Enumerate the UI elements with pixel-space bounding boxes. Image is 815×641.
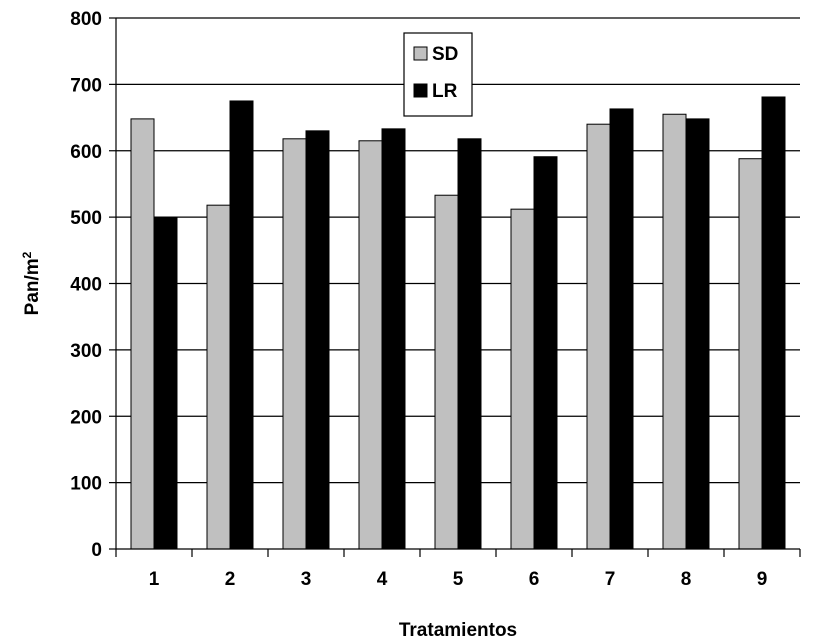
y-tick-label-700: 700 <box>70 75 102 96</box>
legend-swatch-sd <box>413 46 428 61</box>
bar-sd-9 <box>738 158 763 550</box>
y-tick-label-0: 0 <box>91 540 102 561</box>
x-tick-label-8: 8 <box>681 569 692 590</box>
y-tick-label-500: 500 <box>70 208 102 229</box>
bar-lr-4 <box>381 128 406 550</box>
bar-lr-6 <box>533 156 558 550</box>
x-tick-label-1: 1 <box>149 569 160 590</box>
bar-lr-1 <box>153 216 178 550</box>
x-tick-label-3: 3 <box>301 569 312 590</box>
x-axis-title: Tratamientos <box>399 620 517 641</box>
y-axis-title-superscript: 2 <box>20 251 34 258</box>
legend-swatch-lr <box>413 83 428 98</box>
legend-label-lr: LR <box>432 81 458 102</box>
y-axis-title: Pan/m2 <box>20 251 43 315</box>
bar-lr-9 <box>761 96 786 550</box>
x-tick-label-2: 2 <box>225 569 236 590</box>
x-tick-label-5: 5 <box>453 569 464 590</box>
bar-lr-7 <box>609 108 634 550</box>
x-tick-label-6: 6 <box>529 569 540 590</box>
bar-sd-1 <box>130 118 155 550</box>
x-tick-labels: 1 2 3 4 5 6 7 8 9 <box>149 569 768 590</box>
bar-sd-8 <box>662 113 687 550</box>
y-axis-title-base: Pan/m <box>22 258 43 315</box>
bar-sd-2 <box>206 204 231 550</box>
bar-sd-7 <box>586 123 611 550</box>
y-tick-label-400: 400 <box>70 275 102 296</box>
legend: SD LR <box>403 32 473 117</box>
bar-sd-5 <box>434 194 459 550</box>
bars <box>130 96 786 550</box>
y-tick-label-800: 800 <box>70 9 102 30</box>
y-tick-label-300: 300 <box>70 341 102 362</box>
bar-lr-2 <box>229 100 254 550</box>
axes <box>109 17 801 557</box>
bar-sd-3 <box>282 138 307 550</box>
x-tick-label-4: 4 <box>377 569 388 590</box>
y-tick-label-100: 100 <box>70 474 102 495</box>
y-tick-label-200: 200 <box>70 407 102 428</box>
x-tick-label-9: 9 <box>757 569 768 590</box>
y-tick-labels: 0 100 200 300 400 500 600 700 800 <box>70 9 102 561</box>
bar-lr-8 <box>685 118 710 550</box>
bar-lr-3 <box>305 130 330 550</box>
bar-sd-6 <box>510 208 535 550</box>
y-tick-label-600: 600 <box>70 142 102 163</box>
bar-sd-4 <box>358 140 383 550</box>
legend-label-sd: SD <box>432 44 458 65</box>
x-tick-label-7: 7 <box>605 569 616 590</box>
bar-lr-5 <box>457 138 482 550</box>
